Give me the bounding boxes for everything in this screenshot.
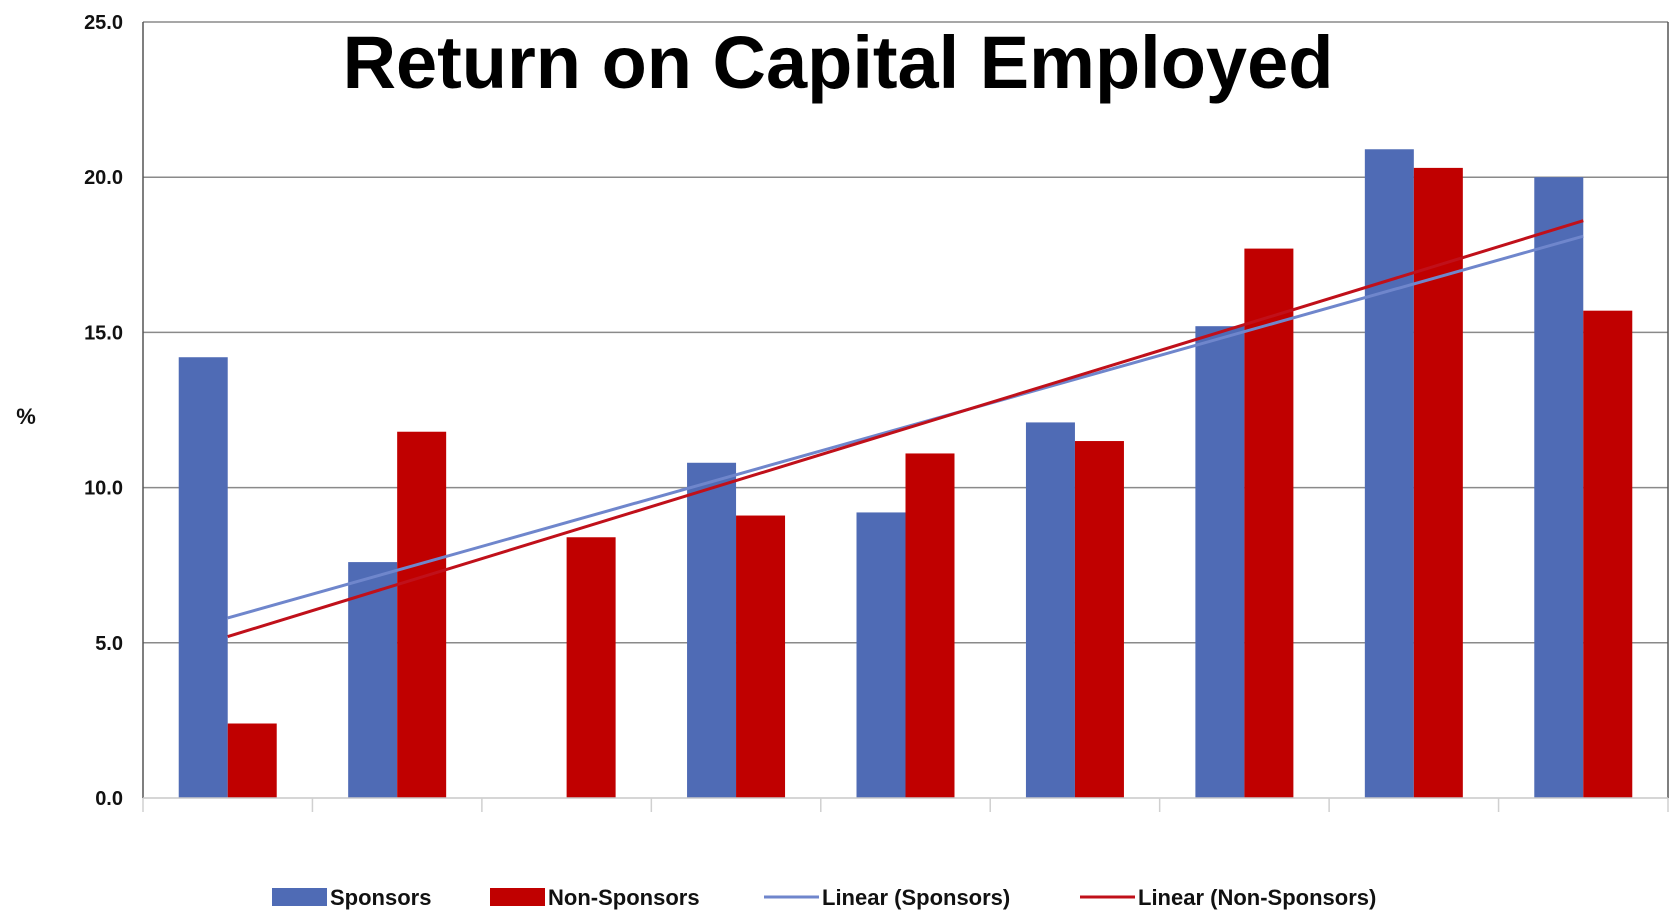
bar-sponsors: [1364, 149, 1414, 798]
bar-sponsors: [1534, 177, 1584, 798]
bar-sponsors: [856, 512, 906, 798]
legend-swatch: [272, 888, 327, 906]
y-tick-label: 15.0: [84, 322, 123, 344]
y-tick-label: 20.0: [84, 167, 123, 189]
y-tick-label: 25.0: [84, 12, 123, 34]
y-axis-title: %: [16, 404, 36, 429]
trendlines: [227, 219, 1584, 639]
bar-non-sponsors: [736, 515, 786, 798]
bar-non-sponsors: [227, 723, 277, 798]
legend-label: Linear (Non-Sponsors): [1138, 885, 1376, 910]
trendline-linear-non-sponsors: [227, 219, 1584, 639]
y-tick-label: 0.0: [95, 788, 123, 810]
legend-label: Non-Sponsors: [548, 885, 700, 910]
bar-non-sponsors: [905, 453, 955, 798]
bar-sponsors: [1195, 326, 1245, 798]
legend: Sponsors Non-Sponsors Linear (Sponsors) Lin…: [272, 885, 1376, 910]
bar-sponsors: [348, 562, 398, 798]
bars: [178, 149, 1633, 799]
y-tick-label: 10.0: [84, 478, 123, 500]
bar-non-sponsors: [1413, 167, 1463, 798]
bar-non-sponsors: [566, 537, 616, 798]
y-tick-label: 5.0: [95, 633, 123, 655]
bar-non-sponsors: [1583, 310, 1633, 798]
bar-sponsors: [687, 462, 737, 798]
legend-label: Sponsors: [330, 885, 431, 910]
bar-non-sponsors: [1074, 441, 1124, 798]
bar-non-sponsors: [397, 431, 447, 798]
bar-sponsors: [1025, 422, 1075, 798]
bar-non-sponsors: [1244, 248, 1294, 799]
bar-sponsors: [178, 357, 228, 798]
legend-swatch: [490, 888, 545, 906]
chart-title: Return on Capital Employed: [343, 21, 1334, 104]
legend-label: Linear (Sponsors): [822, 885, 1010, 910]
axes: 0.0 5.0 10.0 15.0 20.0 25.0: [84, 12, 1669, 812]
